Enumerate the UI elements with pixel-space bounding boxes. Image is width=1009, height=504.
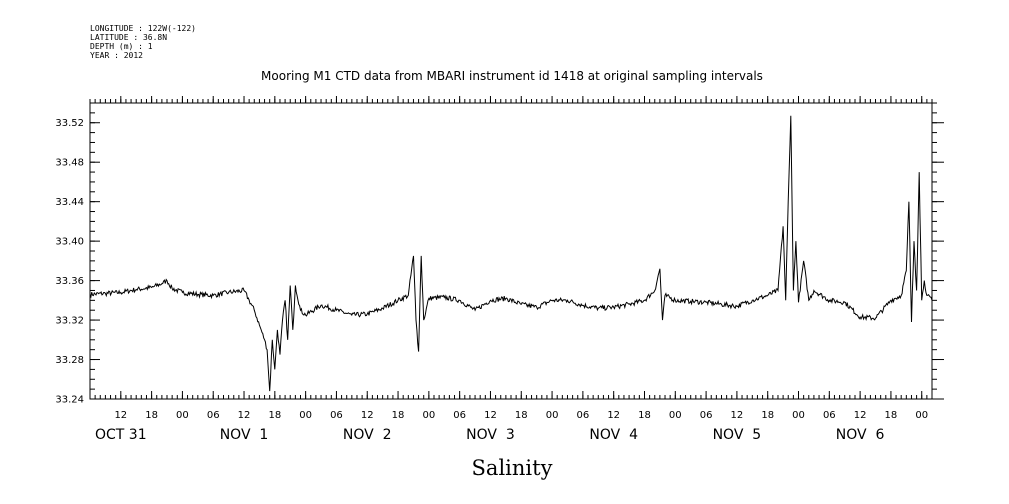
latitude-label: LATITUDE : 36.8N (90, 33, 167, 42)
x-hour-tick-label: 06 (207, 410, 220, 421)
x-hour-tick-label: 00 (669, 410, 682, 421)
x-hour-labels: 12 18 00 06 12 18 00 06 12 18 00 06 12 18 00 06 12 18 00 06… (114, 410, 928, 421)
year-label: YEAR : 2012 (90, 51, 143, 60)
y-tick-label: 33.44 (55, 197, 84, 208)
x-hour-tick-label: 18 (145, 410, 158, 421)
salinity-series-line (89, 115, 933, 392)
x-axis-title: Salinity (472, 456, 553, 480)
series-layer (89, 115, 933, 392)
x-hour-tick-label: 00 (546, 410, 559, 421)
x-day-label: NOV 4 (589, 427, 638, 443)
x-day-label: NOV 1 (220, 427, 269, 443)
x-hour-tick-label: 12 (238, 410, 251, 421)
x-hour-tick-label: 00 (792, 410, 805, 421)
x-hour-tick-label: 06 (823, 410, 836, 421)
y-tick-label: 33.28 (55, 355, 84, 366)
x-hour-tick-label: 18 (885, 410, 898, 421)
x-hour-tick-label: 12 (114, 410, 127, 421)
x-hour-tick-label: 06 (577, 410, 590, 421)
metadata-block: LONGITUDE : 122W(-122) LATITUDE : 36.8N … (90, 24, 196, 60)
y-axis: 33.24 33.28 33.32 33.36 33.40 33.44 33.48 33.52 (55, 102, 944, 406)
x-hour-tick-label: 18 (268, 410, 281, 421)
y-tick-label: 33.32 (55, 316, 84, 327)
x-hour-tick-label: 18 (638, 410, 651, 421)
x-hour-tick-label: 18 (761, 410, 774, 421)
x-hour-tick-label: 00 (299, 410, 312, 421)
x-day-label: NOV 5 (713, 427, 762, 443)
plot-frame (89, 102, 933, 400)
x-hour-tick-label: 00 (176, 410, 189, 421)
x-day-labels: OCT 31 NOV 1 NOV 2 NOV 3 NOV 4 NOV 5 NOV 6 (95, 427, 885, 443)
x-hour-tick-label: 12 (731, 410, 744, 421)
x-day-label: NOV 2 (343, 427, 392, 443)
y-tick-label: 33.36 (55, 276, 84, 287)
chart-title: Mooring M1 CTD data from MBARI instrumen… (261, 69, 763, 83)
x-day-label: OCT 31 (95, 427, 147, 443)
x-hour-tick-label: 06 (700, 410, 713, 421)
x-hour-tick-label: 06 (453, 410, 466, 421)
x-axis (89, 96, 933, 399)
x-hour-tick-label: 12 (607, 410, 620, 421)
y-tick-label: 33.52 (55, 118, 84, 129)
x-hour-tick-label: 00 (915, 410, 928, 421)
x-day-label: NOV 3 (466, 427, 515, 443)
x-hour-tick-label: 18 (515, 410, 528, 421)
x-hour-tick-label: 12 (854, 410, 867, 421)
x-day-label: NOV 6 (836, 427, 885, 443)
x-hour-tick-label: 06 (330, 410, 343, 421)
y-tick-label: 33.24 (55, 395, 84, 406)
y-tick-label: 33.40 (55, 237, 84, 248)
depth-label: DEPTH (m) : 1 (90, 42, 153, 51)
x-hour-tick-label: 12 (484, 410, 497, 421)
y-tick-label: 33.48 (55, 158, 84, 169)
x-hour-tick-label: 18 (392, 410, 405, 421)
x-hour-tick-label: 12 (361, 410, 374, 421)
x-hour-tick-label: 00 (422, 410, 435, 421)
longitude-label: LONGITUDE : 122W(-122) (90, 24, 196, 33)
